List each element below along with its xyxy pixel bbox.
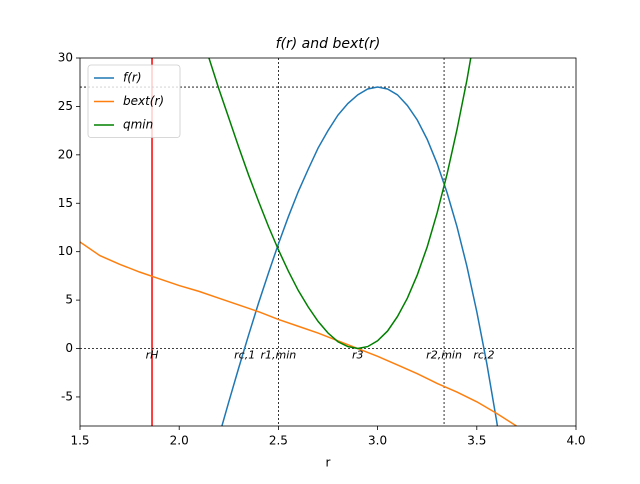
y-tick-label: -5 [61,389,73,403]
legend-label: f(r) [123,71,142,85]
x-tick-label: 4.0 [566,434,585,448]
legend-label: bext(r) [123,94,164,108]
annotation: r3 [352,349,364,362]
axes: rH rc,1 r1,min r3 r2,min rc,2 1.5 2.0 2.5 3.0 3.5 4… [58,51,586,448]
chart-title: f(r) and bext(r) [276,36,381,52]
x-tick-label: 2.0 [170,434,189,448]
annotation: rH [146,349,159,362]
x-tick-label: 3.0 [368,434,387,448]
x-axis-label: r [326,456,331,470]
y-tick-label: 20 [58,147,73,161]
axes-frame [79,57,577,427]
y-tick-label: 0 [65,341,73,355]
annotation: rc,2 [473,349,494,362]
y-tick-label: 10 [58,244,73,258]
x-tick-label: 2.5 [269,434,288,448]
y-tick-label: 30 [58,51,73,65]
y-tick-label: 25 [58,99,73,113]
y-tick-label: 15 [58,196,73,210]
x-tick-label: 1.5 [70,434,89,448]
y-tick-label: 5 [65,293,73,307]
legend-box [87,64,181,138]
series-line [208,58,472,350]
x-tick-label: 3.5 [467,434,486,448]
series-line [80,241,517,426]
series-line [221,86,499,426]
annotation: rc,1 [234,349,255,362]
legend-label: qmin [123,118,153,132]
annotation: r1,min [261,349,297,362]
annotation: r2,min [426,349,462,362]
